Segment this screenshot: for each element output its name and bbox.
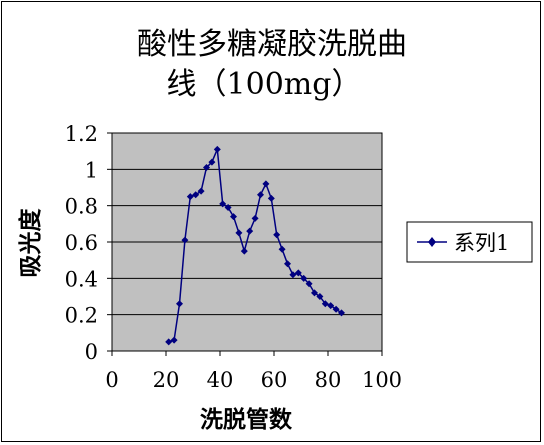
y-tick-label: 0 [85, 340, 98, 364]
data-point [246, 227, 254, 235]
data-point [235, 229, 243, 237]
x-tick-label: 80 [315, 368, 342, 392]
plot-area: 0 0.2 0.4 0.6 0.8 1 1.2 0 20 40 60 80 100 [65, 122, 402, 392]
data-point [305, 280, 313, 288]
data-point [300, 274, 308, 282]
x-tick-label: 100 [362, 368, 402, 392]
legend-label: 系列1 [454, 231, 509, 255]
y-tick-label: 0.6 [65, 231, 98, 255]
data-point [311, 289, 318, 297]
data-point [219, 200, 227, 208]
data-point [284, 260, 291, 268]
y-tick-label: 0.4 [65, 267, 98, 291]
data-point [165, 338, 173, 346]
data-point [208, 158, 216, 166]
data-point [203, 164, 210, 172]
data-point [289, 271, 297, 279]
chart-title-line-1: 酸性多糖凝胶洗脱曲 [137, 27, 407, 62]
data-point [176, 300, 183, 308]
x-tick-label: 20 [153, 368, 180, 392]
legend: 系列1 [406, 221, 533, 263]
y-tick-label: 1.2 [65, 122, 98, 146]
x-tick-label: 0 [105, 368, 118, 392]
data-point [170, 336, 178, 344]
data-point [273, 231, 281, 239]
chart-title-line-2: 线（100mg） [167, 67, 362, 102]
data-point [257, 191, 264, 199]
data-point [316, 293, 324, 300]
data-point [213, 145, 221, 153]
data-point [192, 191, 200, 199]
data-point [327, 302, 335, 310]
data-point [240, 247, 248, 255]
data-point [197, 187, 205, 195]
data-point [181, 236, 189, 244]
y-tick-label: 0.2 [65, 304, 98, 328]
data-point [224, 203, 232, 211]
data-point [251, 214, 259, 222]
data-point [278, 245, 286, 253]
x-tick-label: 40 [207, 368, 234, 392]
data-point [321, 300, 329, 308]
data-point [267, 194, 275, 202]
x-tick-label: 60 [261, 368, 288, 392]
y-tick-label: 0.8 [65, 195, 98, 219]
data-point [338, 309, 345, 317]
data-point [186, 193, 194, 201]
legend-marker [428, 237, 436, 247]
y-tick-label: 1 [85, 158, 98, 182]
y-axis-title: 吸光度 [17, 208, 44, 278]
data-point [294, 269, 302, 277]
data-point [332, 305, 340, 313]
data-point [230, 213, 237, 221]
data-point [262, 180, 270, 188]
x-axis-title: 洗脱管数 [200, 406, 293, 433]
